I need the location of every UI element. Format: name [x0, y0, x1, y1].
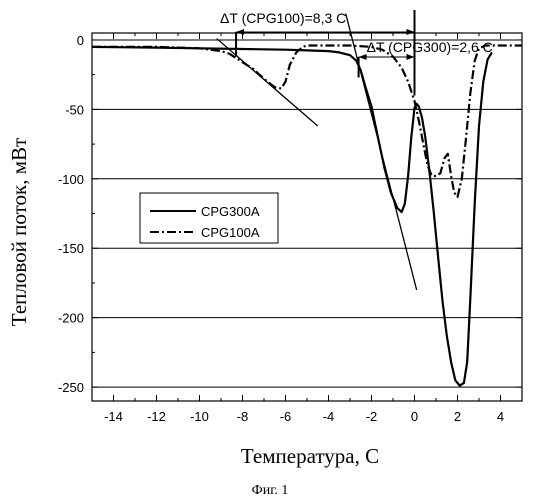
x-tick-label: -10 [190, 409, 209, 424]
tick-labels: -14 -12 -10 -8 -6 -4 -2 0 2 4 0 -50 -100 -150 -200 -250 [58, 33, 504, 424]
figure-caption: Фиг. 1 [252, 483, 289, 498]
annotation-arrowhead [236, 29, 244, 35]
y-tick-label: -150 [58, 241, 84, 256]
annotation-label: ΔT (CPG300)=2,6 С [367, 39, 493, 55]
y-tick-label: -100 [58, 172, 84, 187]
x-tick-label: -14 [104, 409, 123, 424]
y-tick-label: 0 [77, 33, 84, 48]
x-tick-label: -12 [147, 409, 166, 424]
x-tick-label: 4 [497, 409, 504, 424]
annotation-arrowhead [359, 54, 367, 60]
series-line-cpg100a [92, 46, 522, 197]
y-tick-label: -250 [58, 380, 84, 395]
x-tick-label: -6 [280, 409, 292, 424]
legend-label-cpg100a: CPG100A [201, 225, 260, 240]
y-tick-label: -50 [65, 102, 84, 117]
y-axis-title: Тепловой поток, мВт [7, 138, 31, 326]
tangent-line [217, 39, 318, 126]
x-axis-title: Температура, С [241, 444, 379, 468]
legend-label-cpg300a: CPG300A [201, 204, 260, 219]
annotation-arrowhead [407, 29, 415, 35]
x-tick-label: -2 [366, 409, 378, 424]
y-tick-label: -200 [58, 311, 84, 326]
x-tick-label: 0 [411, 409, 418, 424]
annotation-label: ΔT (CPG100)=8,3 С [220, 10, 346, 26]
x-tick-label: -4 [323, 409, 335, 424]
x-tick-label: -8 [237, 409, 249, 424]
legend: CPG300A CPG100A [140, 193, 278, 243]
x-tick-label: 2 [454, 409, 461, 424]
